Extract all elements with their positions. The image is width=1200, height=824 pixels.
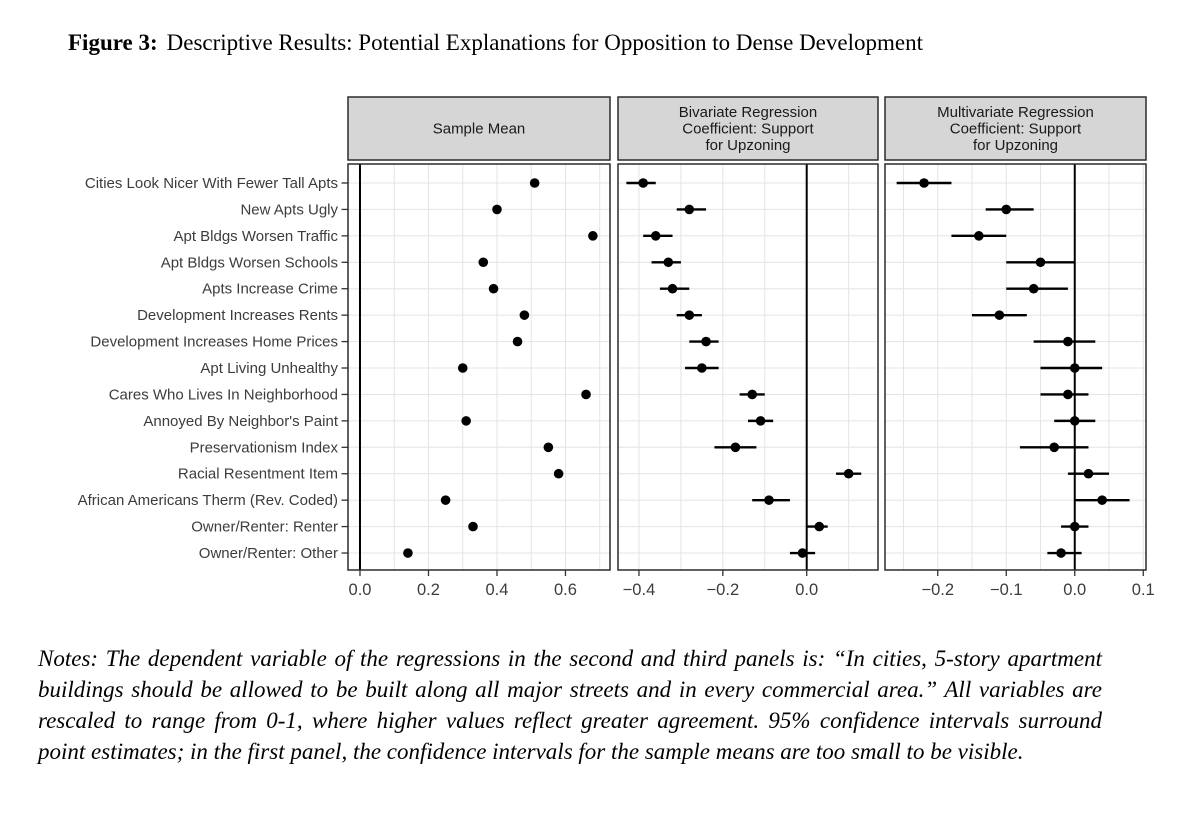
point-estimate bbox=[588, 231, 598, 241]
point-estimate bbox=[1063, 389, 1073, 400]
point-estimate bbox=[457, 363, 468, 373]
x-tick-label: −0.2 bbox=[921, 581, 954, 599]
row-label: Owner/Renter: Renter bbox=[191, 519, 338, 536]
point-estimate bbox=[764, 495, 774, 505]
panel-title-line: for Upzoning bbox=[973, 137, 1058, 154]
row-label: Apts Increase Crime bbox=[202, 281, 338, 298]
row-label: Apt Living Unhealthy bbox=[200, 360, 338, 377]
point-estimate bbox=[747, 389, 757, 400]
point-estimate bbox=[488, 283, 499, 294]
panel-sample-mean: Sample Mean 0.0 0.2 0.4 0.6 bbox=[347, 96, 611, 599]
point-estimate bbox=[663, 257, 674, 268]
figure-title: Figure 3: Descriptive Results: Potential … bbox=[68, 30, 923, 56]
panel-background bbox=[348, 164, 610, 570]
row-label: Development Increases Home Prices bbox=[90, 334, 338, 351]
point-estimate bbox=[1056, 548, 1066, 558]
point-estimate bbox=[638, 178, 648, 188]
point-estimate bbox=[974, 231, 984, 241]
panel-background bbox=[618, 164, 878, 570]
point-estimate bbox=[684, 204, 695, 215]
point-estimate bbox=[543, 442, 554, 453]
panel-title-line: Multivariate Regression bbox=[937, 104, 1094, 121]
panel-title-line: Sample Mean bbox=[433, 121, 526, 138]
point-estimate bbox=[1049, 442, 1060, 453]
x-tick-label: 0.0 bbox=[349, 581, 372, 599]
x-tick-label: 0.4 bbox=[486, 581, 509, 599]
point-estimate bbox=[650, 231, 661, 241]
point-estimate bbox=[1069, 416, 1080, 426]
point-estimate bbox=[843, 468, 854, 479]
row-label: Cities Look Nicer With Fewer Tall Apts bbox=[85, 175, 338, 192]
x-tick-label: −0.4 bbox=[623, 581, 656, 599]
row-label: Apt Bldgs Worsen Traffic bbox=[173, 228, 338, 245]
point-estimate bbox=[994, 310, 1005, 320]
point-estimate bbox=[919, 178, 929, 188]
point-estimate bbox=[468, 521, 478, 532]
panel-title-line: Bivariate Regression bbox=[679, 104, 817, 121]
y-axis: Cities Look Nicer With Fewer Tall Apts Ne… bbox=[78, 175, 348, 562]
x-tick-label: 0.0 bbox=[795, 581, 818, 599]
point-estimate bbox=[1097, 495, 1107, 505]
point-estimate bbox=[797, 548, 808, 558]
point-estimate bbox=[581, 389, 591, 400]
row-label: African Americans Therm (Rev. Coded) bbox=[78, 492, 338, 509]
x-tick-label: −0.2 bbox=[707, 581, 740, 599]
point-estimate bbox=[1028, 283, 1039, 294]
point-estimate bbox=[529, 178, 540, 188]
figure-number-label: Figure 3: bbox=[68, 30, 158, 55]
point-estimate bbox=[667, 283, 678, 294]
panel-header-strip bbox=[347, 96, 611, 161]
point-estimate bbox=[553, 468, 564, 479]
row-label: Preservationism Index bbox=[190, 439, 339, 456]
x-tick-label: 0.6 bbox=[554, 581, 577, 599]
row-label: Racial Resentment Item bbox=[178, 466, 338, 483]
point-estimate bbox=[403, 548, 413, 558]
figure-caption: Descriptive Results: Potential Explanati… bbox=[166, 30, 923, 55]
point-estimate bbox=[684, 310, 695, 320]
point-estimate bbox=[512, 336, 523, 347]
point-estimate bbox=[814, 521, 825, 532]
row-label: New Apts Ugly bbox=[240, 201, 338, 218]
point-estimate bbox=[440, 495, 451, 505]
panel-title-line: Coefficient: Support bbox=[682, 121, 814, 138]
point-estimate bbox=[1035, 257, 1046, 268]
row-label: Cares Who Lives In Neighborhood bbox=[109, 386, 338, 403]
point-estimate bbox=[1069, 363, 1080, 373]
panel-background bbox=[885, 164, 1146, 570]
panel-border bbox=[347, 163, 611, 571]
point-estimate bbox=[701, 336, 711, 347]
point-estimate bbox=[1063, 336, 1073, 347]
x-tick-label: −0.1 bbox=[990, 581, 1023, 599]
row-label: Apt Bldgs Worsen Schools bbox=[161, 254, 338, 271]
panel-header-strip bbox=[884, 96, 1147, 161]
row-label: Development Increases Rents bbox=[137, 307, 338, 324]
point-estimate bbox=[461, 416, 471, 426]
row-label: Annoyed By Neighbor's Paint bbox=[143, 413, 338, 430]
x-tick-label: 0.2 bbox=[417, 581, 440, 599]
point-estimate bbox=[755, 416, 766, 426]
point-estimate bbox=[1001, 204, 1012, 215]
panel-title-line: Coefficient: Support bbox=[950, 121, 1082, 138]
panel-border bbox=[884, 163, 1147, 571]
row-label: Owner/Renter: Other bbox=[199, 545, 338, 562]
panel-title-line: for Upzoning bbox=[705, 137, 790, 154]
panel-header-strip bbox=[617, 96, 879, 161]
point-estimate bbox=[492, 204, 502, 215]
point-estimate bbox=[519, 310, 530, 320]
point-estimate bbox=[478, 257, 489, 268]
point-estimate bbox=[1083, 468, 1094, 479]
point-estimate bbox=[1069, 521, 1080, 532]
panel-border bbox=[617, 163, 879, 571]
x-tick-label: 0.1 bbox=[1132, 581, 1155, 599]
figure-notes: Notes: The dependent variable of the reg… bbox=[38, 646, 1102, 764]
x-tick-label: 0.0 bbox=[1063, 581, 1086, 599]
point-estimate bbox=[697, 363, 707, 373]
coefficient-plot: Cities Look Nicer With Fewer Tall Apts Ne… bbox=[78, 96, 1155, 599]
point-estimate bbox=[730, 442, 741, 453]
